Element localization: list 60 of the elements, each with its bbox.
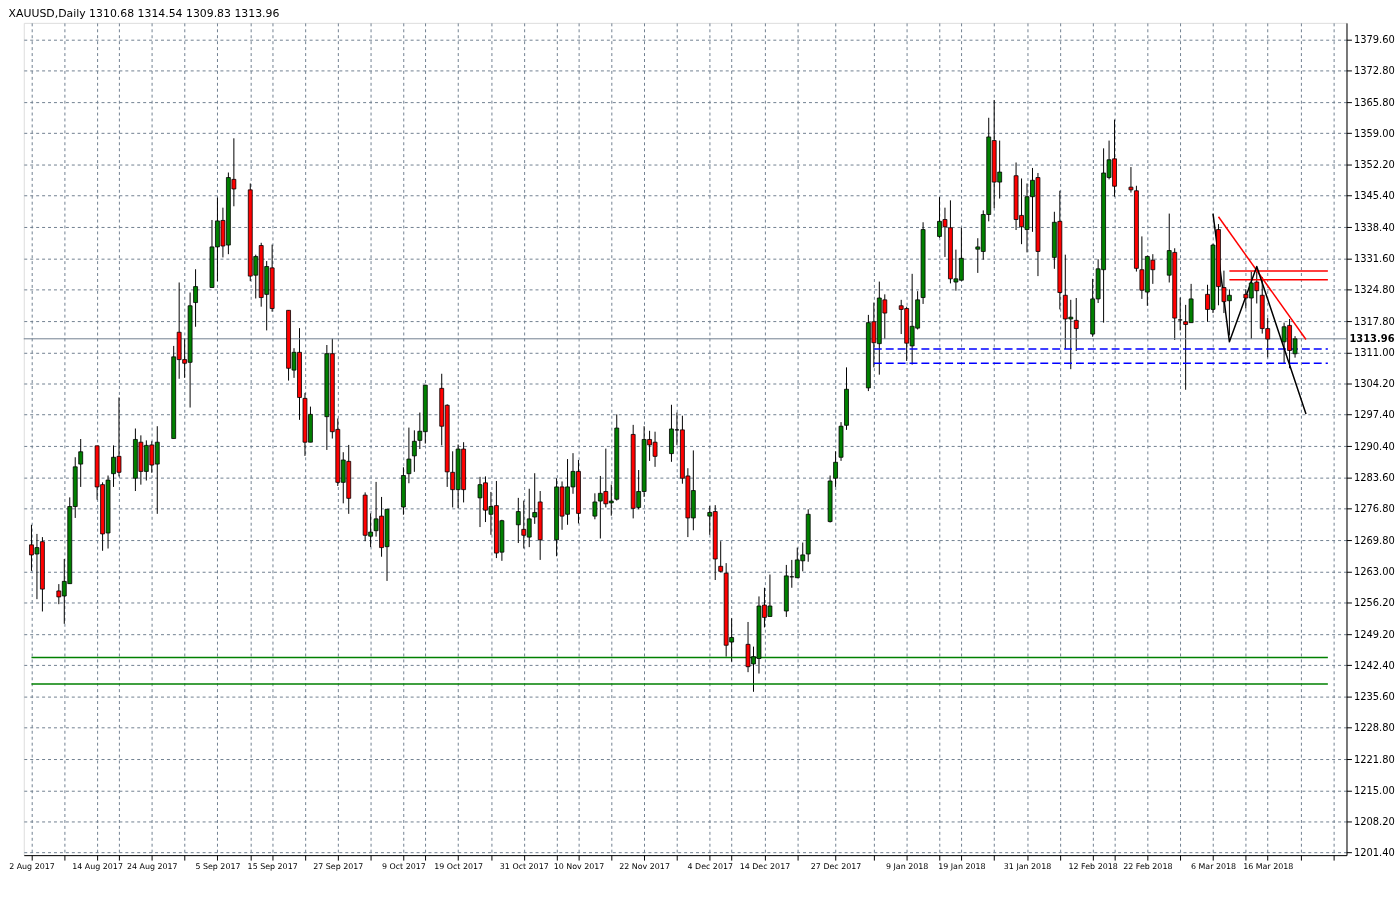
x-tick-label: 15 Sep 2017 (247, 861, 298, 871)
x-tick-label: 31 Jan 2018 (1003, 861, 1052, 871)
y-tick-label: 1276.80 (1353, 502, 1395, 514)
y-tick-label: 1324.80 (1353, 283, 1395, 295)
x-tick-label: 24 Aug 2017 (126, 861, 178, 871)
candlestick (718, 540, 724, 573)
y-tick-label: 1215.00 (1353, 784, 1395, 796)
x-tick-label: 9 Oct 2017 (382, 861, 426, 871)
x-tick-label: 4 Dec 2017 (687, 861, 733, 871)
x-tick-label: 14 Dec 2017 (739, 861, 791, 871)
chart-title: XAUUSD,Daily 1310.68 1314.54 1309.83 1313.96 (8, 6, 280, 20)
x-tick-label: 27 Sep 2017 (313, 861, 364, 871)
x-tick-label: 10 Nov 2017 (553, 861, 605, 871)
y-tick-label: 1311.00 (1353, 346, 1395, 358)
x-tick-label: 5 Sep 2017 (195, 861, 241, 871)
y-tick-label: 1242.40 (1353, 659, 1395, 671)
y-tick-label: 1235.60 (1353, 690, 1395, 702)
y-tick-label: 1338.40 (1353, 221, 1395, 233)
y-tick-label: 1372.80 (1353, 64, 1395, 76)
x-tick-label: 2 Aug 2017 (9, 861, 55, 871)
y-tick-label: 1365.80 (1353, 96, 1395, 108)
y-tick-label: 1345.40 (1353, 189, 1395, 201)
ref-line-label: 1313.96 (1349, 332, 1395, 344)
y-tick-label: 1208.20 (1353, 815, 1395, 827)
y-tick-label: 1263.00 (1353, 565, 1395, 577)
y-tick-label: 1256.20 (1353, 596, 1395, 608)
y-tick-label: 1283.60 (1353, 471, 1395, 483)
y-tick-label: 1331.60 (1353, 252, 1395, 264)
y-tick-label: 1304.20 (1353, 377, 1395, 389)
y-tick-label: 1317.80 (1353, 315, 1395, 327)
y-tick-label: 1249.20 (1353, 628, 1395, 640)
candlestick (515, 497, 521, 544)
x-tick-label: 22 Nov 2017 (619, 861, 670, 871)
y-tick-label: 1290.40 (1353, 440, 1395, 452)
x-tick-label: 31 Oct 2017 (499, 861, 549, 871)
candlestick (406, 427, 412, 484)
x-tick-label: 12 Feb 2018 (1068, 861, 1118, 871)
y-tick-label: 1379.60 (1353, 33, 1395, 45)
x-tick-label: 19 Oct 2017 (434, 861, 484, 871)
x-tick-label: 27 Dec 2017 (810, 861, 862, 871)
candlestick (78, 438, 84, 488)
x-tick-label: 14 Aug 2017 (72, 861, 123, 871)
x-tick-label: 9 Jan 2018 (885, 861, 929, 871)
y-tick-label: 1297.40 (1353, 408, 1395, 420)
candlestick (411, 429, 417, 473)
x-tick-label: 19 Jan 2018 (938, 861, 986, 871)
y-tick-label: 1228.80 (1353, 721, 1395, 733)
x-tick-label: 22 Feb 2018 (1123, 861, 1173, 871)
y-tick-label: 1269.80 (1353, 534, 1395, 546)
y-tick-label: 1352.20 (1353, 158, 1395, 170)
y-tick-label: 1201.40 (1353, 846, 1395, 858)
candlestick (193, 268, 198, 328)
candlestick (1177, 297, 1183, 331)
x-tick-label: 6 Mar 2018 (1190, 861, 1237, 871)
y-tick-label: 1221.80 (1353, 753, 1395, 765)
x-tick-label: 16 Mar 2018 (1243, 861, 1294, 871)
line-series (1212, 212, 1307, 415)
candlestick (833, 450, 838, 488)
candlestick (1073, 297, 1079, 352)
y-tick-label: 1359.00 (1353, 127, 1395, 139)
